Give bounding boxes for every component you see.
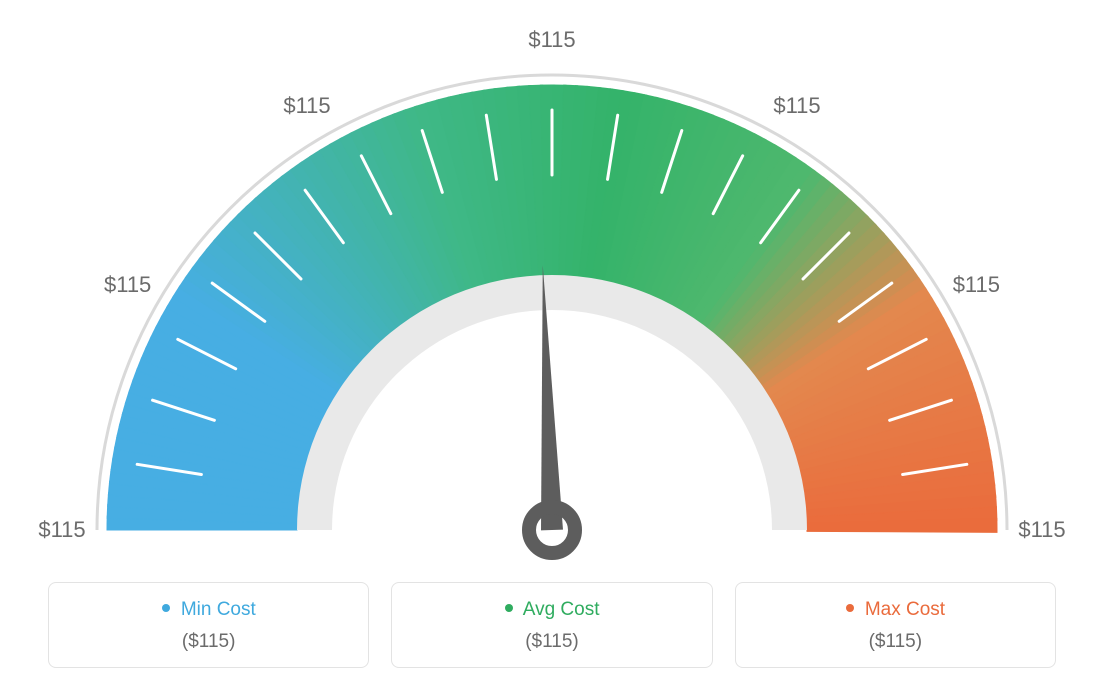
- legend-value-max: ($115): [746, 631, 1045, 653]
- gauge-tick-label: $115: [283, 93, 330, 119]
- legend-card-max: Max Cost ($115): [735, 582, 1056, 668]
- dot-icon-avg: [505, 604, 513, 612]
- legend-title-avg: Avg Cost: [402, 599, 701, 621]
- gauge-tick-label: $115: [1018, 517, 1065, 543]
- legend-title-max: Max Cost: [746, 599, 1045, 621]
- legend-label-max: Max Cost: [865, 599, 945, 620]
- gauge-tick-label: $115: [38, 517, 85, 543]
- gauge-cost-chart: $115 $115 $115 $115 $115 $115 $115 Min Cost ($…: [0, 0, 1104, 690]
- dot-icon-min: [162, 604, 170, 612]
- legend-label-min: Min Cost: [181, 599, 256, 620]
- gauge-area: $115 $115 $115 $115 $115 $115 $115: [0, 0, 1104, 570]
- legend-value-avg: ($115): [402, 631, 701, 653]
- gauge-tick-label: $115: [528, 27, 575, 53]
- dot-icon-max: [846, 604, 854, 612]
- legend-row: Min Cost ($115) Avg Cost ($115) Max Cost…: [48, 582, 1056, 668]
- legend-card-min: Min Cost ($115): [48, 582, 369, 668]
- gauge-svg: [0, 0, 1104, 570]
- legend-card-avg: Avg Cost ($115): [391, 582, 712, 668]
- gauge-tick-label: $115: [773, 93, 820, 119]
- legend-title-min: Min Cost: [59, 599, 358, 621]
- legend-value-min: ($115): [59, 631, 358, 653]
- legend-label-avg: Avg Cost: [523, 599, 600, 620]
- gauge-tick-label: $115: [953, 272, 1000, 298]
- gauge-tick-label: $115: [104, 272, 151, 298]
